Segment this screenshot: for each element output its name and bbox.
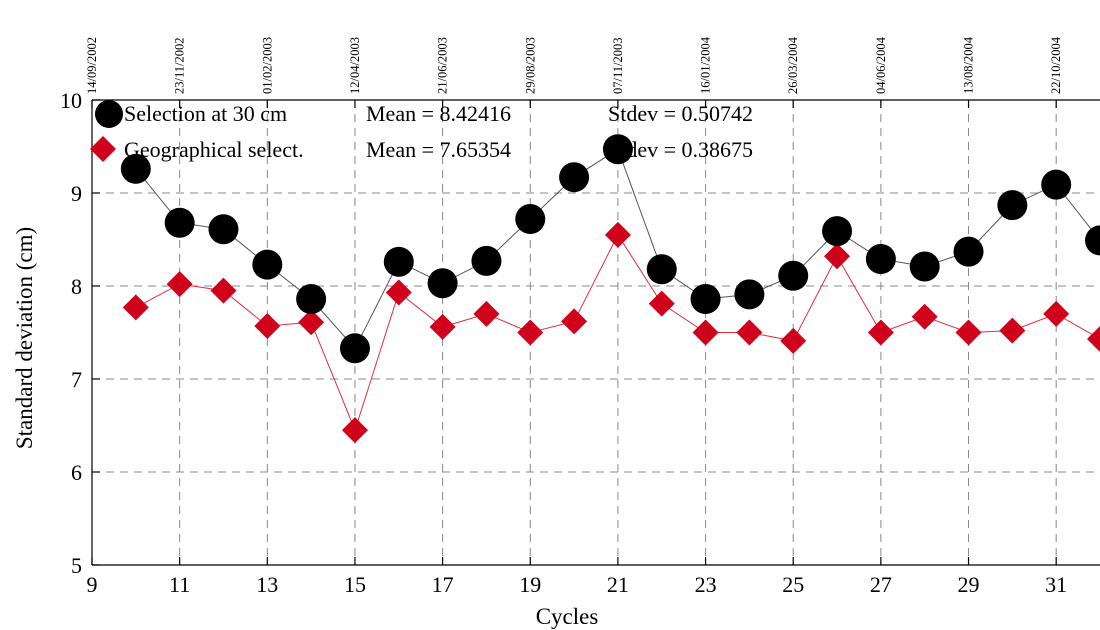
data-point-circle [778,260,809,291]
data-point-circle [559,162,590,193]
data-point-diamond [166,271,193,298]
legend-stdev-selection: Stdev = 0.50742 [608,101,753,126]
legend-marker-diamond [90,136,116,162]
data-point-diamond [824,243,851,270]
data-point-circle [602,134,633,165]
data-point-diamond [867,319,894,346]
data-point-diamond [561,308,588,335]
y-tick-label: 10 [60,88,82,113]
data-point-diamond [911,303,938,330]
data-point-diamond [780,327,807,354]
data-point-circle [953,236,984,267]
x-tick-label: 15 [344,572,366,597]
data-point-circle [865,244,896,275]
data-point-diamond [429,313,456,340]
data-point-diamond [648,290,675,317]
data-point-circle [1085,225,1100,256]
x-tick-label: 9 [87,572,98,597]
data-point-diamond [604,221,631,248]
x-tick-label: 27 [870,572,892,597]
x-tick-label: 29 [958,572,980,597]
data-point-circle [383,246,414,277]
legend-entry-selection: Selection at 30 cm Mean = 8.42416 Stdev … [95,100,753,128]
date-tick-label: 04/06/2004 [874,36,888,94]
data-point-circle [120,153,151,184]
x-tick-label: 31 [1045,572,1067,597]
legend-marker-circle [95,100,123,128]
date-tick-label: 01/02/2003 [260,37,274,94]
data-point-circle [427,268,458,299]
x-tick-label: 11 [169,572,190,597]
data-point-diamond [1043,300,1070,327]
x-tick-label: 25 [782,572,804,597]
data-point-circle [339,333,370,364]
x-tick-label: 19 [519,572,541,597]
data-point-diamond [341,417,368,444]
data-point-diamond [385,279,412,306]
ticks [91,99,1057,566]
data-point-circle [1041,169,1072,200]
data-point-diamond [736,319,763,346]
data-point-circle [646,254,677,285]
y-tick-label: 7 [71,367,82,392]
date-tick-label: 12/04/2003 [348,37,362,94]
legend: Selection at 30 cm Mean = 8.42416 Stdev … [90,100,753,162]
data-point-diamond [1087,326,1100,353]
data-point-circle [822,216,853,247]
data-point-circle [515,204,546,235]
x-tick-label: 21 [607,572,629,597]
legend-entry-geographical: Geographical select. Mean = 7.65354 Stde… [90,136,753,162]
date-tick-label: 16/01/2004 [699,36,713,94]
x-tick-labels: 9 11 13 15 17 19 21 23 25 27 29 31 [87,572,1068,597]
y-tick-label: 6 [71,460,82,485]
data-point-circle [252,249,283,280]
legend-label-selection: Selection at 30 cm [124,101,287,126]
legend-stdev-geographical: Stdev = 0.38675 [608,137,753,162]
x-tick-label: 13 [256,572,278,597]
date-tick-label: 07/11/2003 [611,38,625,94]
data-point-circle [208,214,239,245]
data-point-diamond [298,309,325,336]
data-point-circle [164,207,195,238]
date-tick-label: 23/11/2002 [173,38,187,94]
x-tick-label: 17 [432,572,454,597]
date-tick-labels: 14/09/2002 23/11/2002 01/02/2003 12/04/2003… [85,36,1063,94]
y-tick-label: 9 [71,181,82,206]
data-point-circle [909,251,940,282]
x-tick-label: 23 [695,572,717,597]
data-point-diamond [955,319,982,346]
data-point-circle [734,279,765,310]
legend-mean-selection: Mean = 8.42416 [366,101,511,126]
data-point-circle [471,245,502,276]
date-tick-label: 21/06/2003 [436,37,450,94]
data-point-circle [690,284,721,315]
grid [92,100,1100,565]
x-axis-title: Cycles [536,604,599,629]
date-tick-label: 29/08/2003 [523,37,537,94]
date-tick-label: 26/03/2004 [786,36,800,94]
series-markers [120,134,1100,444]
data-point-diamond [517,319,544,346]
y-tick-label: 8 [71,274,82,299]
data-point-diamond [210,277,237,304]
axes [91,99,1100,566]
legend-mean-geographical: Mean = 7.65354 [366,137,511,162]
date-tick-label: 14/09/2002 [85,37,99,94]
date-tick-label: 13/08/2004 [962,36,976,94]
data-point-diamond [122,294,149,321]
y-axis-title: Standard deviation (cm) [12,227,37,449]
data-point-diamond [692,319,719,346]
date-tick-label: 22/10/2004 [1049,36,1063,94]
data-point-diamond [999,317,1026,344]
data-point-diamond [254,312,281,339]
data-point-diamond [473,300,500,327]
data-point-circle [997,190,1028,221]
data-point-circle [296,284,327,315]
legend-label-geographical: Geographical select. [124,137,304,162]
y-tick-label: 5 [71,553,82,578]
y-tick-labels: 5 6 7 8 9 10 [60,88,82,578]
